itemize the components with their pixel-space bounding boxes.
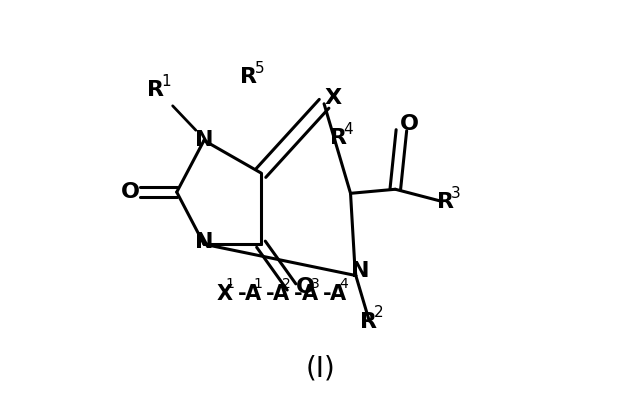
Text: -: -: [294, 284, 303, 304]
Text: N: N: [195, 130, 213, 151]
Text: R: R: [147, 80, 164, 101]
Text: 3: 3: [451, 186, 460, 201]
Text: 1: 1: [161, 74, 171, 89]
Text: 2: 2: [282, 277, 291, 291]
Text: R: R: [360, 311, 376, 332]
Text: A: A: [330, 284, 346, 304]
Text: 5: 5: [255, 61, 264, 76]
Text: 4: 4: [339, 277, 348, 291]
Text: (I): (I): [305, 354, 335, 382]
Text: R: R: [240, 67, 257, 88]
Text: O: O: [296, 277, 316, 297]
Text: -: -: [237, 284, 246, 304]
Text: 2: 2: [373, 305, 383, 320]
Text: X: X: [324, 88, 342, 108]
Text: 1: 1: [253, 277, 262, 291]
Text: O: O: [400, 114, 419, 134]
Text: -: -: [266, 284, 275, 304]
Text: A: A: [273, 284, 289, 304]
Text: R: R: [330, 128, 347, 149]
Text: O: O: [120, 182, 140, 202]
Text: N: N: [195, 232, 213, 252]
Text: A: A: [301, 284, 318, 304]
Text: A: A: [244, 284, 261, 304]
Text: 1: 1: [225, 277, 234, 291]
Text: X: X: [216, 284, 232, 304]
Text: 4: 4: [344, 122, 353, 137]
Text: -: -: [323, 284, 332, 304]
Text: R: R: [437, 192, 454, 212]
Text: N: N: [351, 261, 369, 282]
Text: 3: 3: [310, 277, 319, 291]
